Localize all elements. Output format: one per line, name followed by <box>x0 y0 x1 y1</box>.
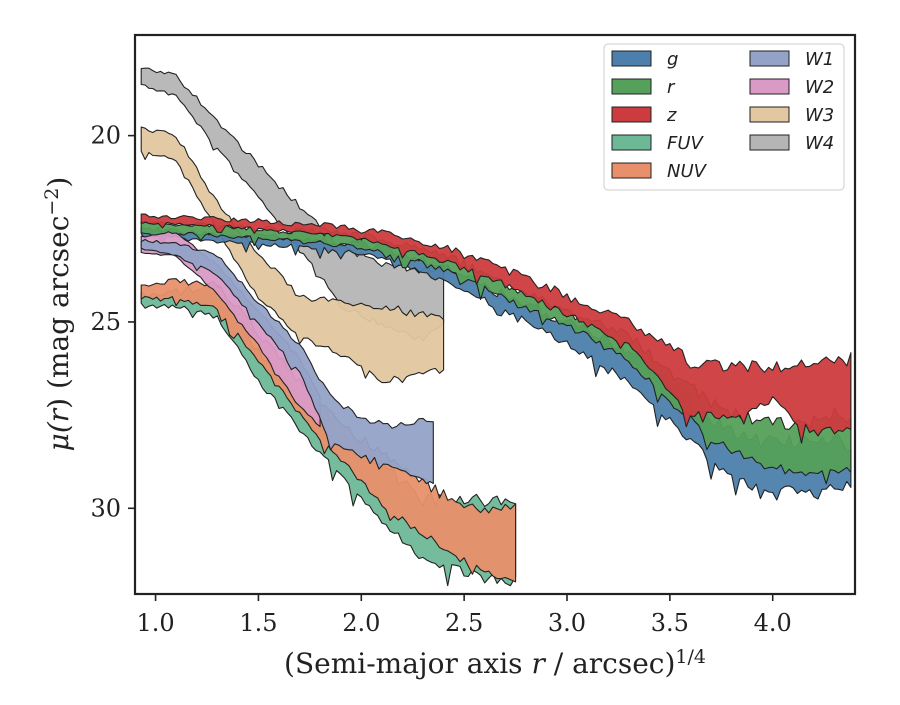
legend-label-g: g <box>667 49 678 70</box>
x-axis-label: (Semi-major axis r / arcsec)1/4 <box>284 646 706 680</box>
y-tick-label: 20 <box>90 122 121 150</box>
legend-swatch-w2 <box>749 78 790 95</box>
legend-swatch-nuv <box>611 162 652 179</box>
legend-swatch-w3 <box>749 106 790 123</box>
x-tick-label: 1.5 <box>239 609 277 637</box>
y-tick-label: 30 <box>90 494 121 522</box>
legend-swatch-g <box>611 50 652 67</box>
band-z <box>140 213 852 444</box>
legend-swatch-r <box>611 78 652 95</box>
y-tick-label: 25 <box>90 308 121 336</box>
legend: grz FUV NUV W1 W2 W3 W4 <box>603 43 845 191</box>
legend-label-nuv: NUV <box>667 161 708 182</box>
x-tick-label: 3.5 <box>651 609 689 637</box>
x-tick-label: 3.0 <box>548 609 586 637</box>
plot-frame <box>133 33 857 596</box>
x-tick-label: 2.0 <box>342 609 380 637</box>
legend-label-fuv: FUV <box>667 133 705 154</box>
x-tick-label: 2.5 <box>445 609 483 637</box>
x-tick-label: 4.0 <box>754 609 792 637</box>
legend-swatch-z <box>611 106 652 123</box>
legend-label-w3: W3 <box>805 105 834 126</box>
legend-label-w4: W4 <box>805 133 834 154</box>
x-tick-label: 1.0 <box>136 609 174 637</box>
axes-layer: 1.0 1.5 2.0 2.5 3.0 3.5 4.0 20 25 30 <box>90 33 857 637</box>
legend-label-z: z <box>666 105 677 126</box>
legend-label-w2: W2 <box>805 77 834 98</box>
y-axis-label: μ(r) (mag arcsec−2) <box>41 177 75 452</box>
legend-swatch-w4 <box>749 134 790 151</box>
legend-swatch-w1 <box>749 50 790 67</box>
bands-layer <box>140 67 852 587</box>
legend-label-r: r <box>667 77 676 98</box>
legend-label-w1: W1 <box>805 49 834 70</box>
band-w1 <box>140 238 434 485</box>
legend-swatch-fuv <box>611 134 652 151</box>
